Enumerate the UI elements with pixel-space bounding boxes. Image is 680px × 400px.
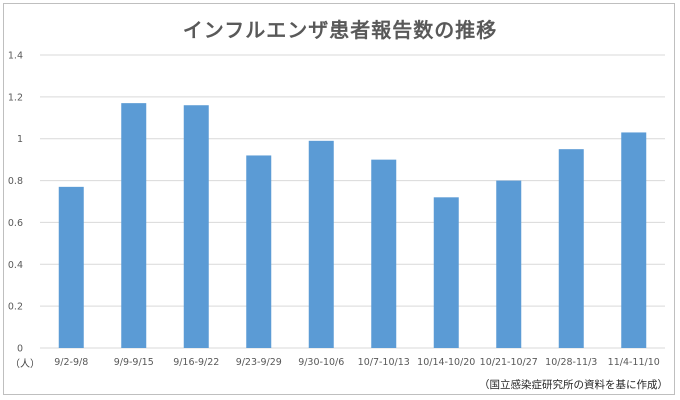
x-tick-label: 9/9-9/15: [114, 357, 154, 368]
x-tick-label: 10/21-10/27: [480, 357, 538, 368]
x-tick-label: 9/30-10/6: [298, 357, 344, 368]
chart-title: インフルエンザ患者報告数の推移: [182, 18, 498, 42]
bar: [246, 155, 272, 348]
y-tick-label: 0.6: [8, 218, 23, 229]
bar: [183, 105, 209, 348]
y-axis-ticks: 0 0.2 0.4 0.6 0.8 1 1.2 1.4: [8, 51, 23, 355]
x-tick-label: 10/7-10/13: [358, 357, 410, 368]
bar: [121, 103, 147, 348]
x-tick-label: 9/16-9/22: [173, 357, 219, 368]
y-axis-unit-label: （人）: [10, 359, 40, 370]
bar: [371, 159, 397, 348]
x-tick-label: 9/23-9/29: [236, 357, 282, 368]
x-tick-label: 9/2-9/8: [54, 357, 88, 368]
y-tick-label: 0.2: [8, 302, 23, 313]
bar: [58, 186, 84, 348]
x-tick-label: 10/28-11/3: [545, 357, 597, 368]
bar: [433, 197, 459, 348]
bar: [308, 140, 334, 348]
y-tick-label: 1.4: [8, 51, 23, 62]
y-tick-label: 0.4: [8, 260, 23, 271]
y-tick-label: 1.2: [8, 92, 23, 103]
bar: [621, 132, 647, 348]
y-tick-label: 0: [17, 344, 23, 355]
bar: [496, 180, 522, 348]
x-tick-label: 11/4-11/10: [608, 357, 660, 368]
x-tick-label: 10/14-10/20: [417, 357, 475, 368]
y-tick-label: 0.8: [8, 176, 23, 187]
y-tick-label: 1: [17, 134, 23, 145]
source-note: （国立感染症研究所の資料を基に作成）: [479, 379, 668, 391]
x-axis-ticks: 9/2-9/8 9/9-9/15 9/16-9/22 9/23-9/29 9/30-10…: [54, 357, 660, 368]
bars: [58, 103, 647, 348]
bar: [558, 149, 584, 348]
